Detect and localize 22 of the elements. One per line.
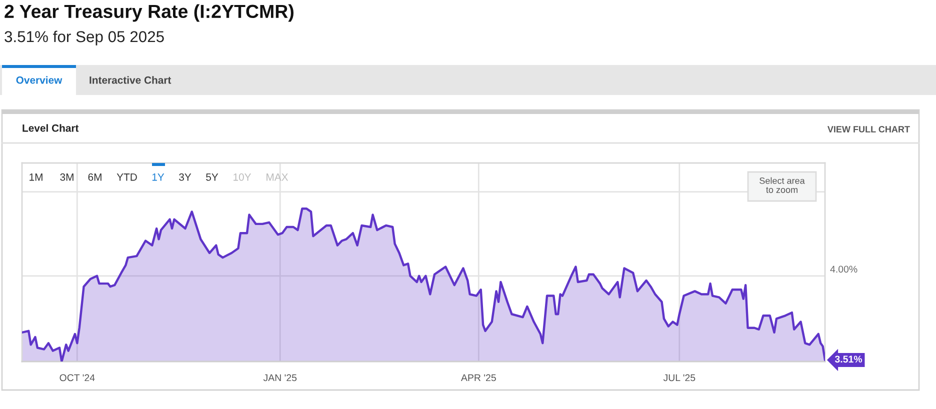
text: 3M [60, 173, 74, 181]
x-tick-label: JAN '25 [263, 374, 297, 382]
text: 1Y [152, 174, 164, 181]
text: 1M [30, 174, 42, 181]
text: 5Y [206, 174, 218, 181]
text: 3Y [179, 173, 192, 181]
text: 10Y [234, 173, 252, 181]
chart-title: 2 Year Treasury Rate (I:2YTCMR) [4, 4, 294, 22]
text: MAX [266, 174, 288, 181]
text: Overview [16, 76, 62, 84]
x-tick-label: OCT '24 [60, 374, 95, 382]
text: 6M [88, 173, 102, 181]
annotation: 3.51% [834, 356, 862, 363]
text: 4.00% [830, 266, 858, 273]
text: YTD [116, 174, 137, 181]
text: Interactive Chart [90, 76, 172, 84]
text: VIEW FULL CHART [827, 126, 910, 132]
text: Select area to zoom [760, 177, 805, 193]
x-tick-label: JUL '25 [663, 374, 696, 382]
chart-subtitle: 3.51% for Sep 05 2025 [4, 30, 164, 46]
text: Level Chart [22, 124, 79, 132]
x-tick-label: APR '25 [460, 374, 496, 382]
